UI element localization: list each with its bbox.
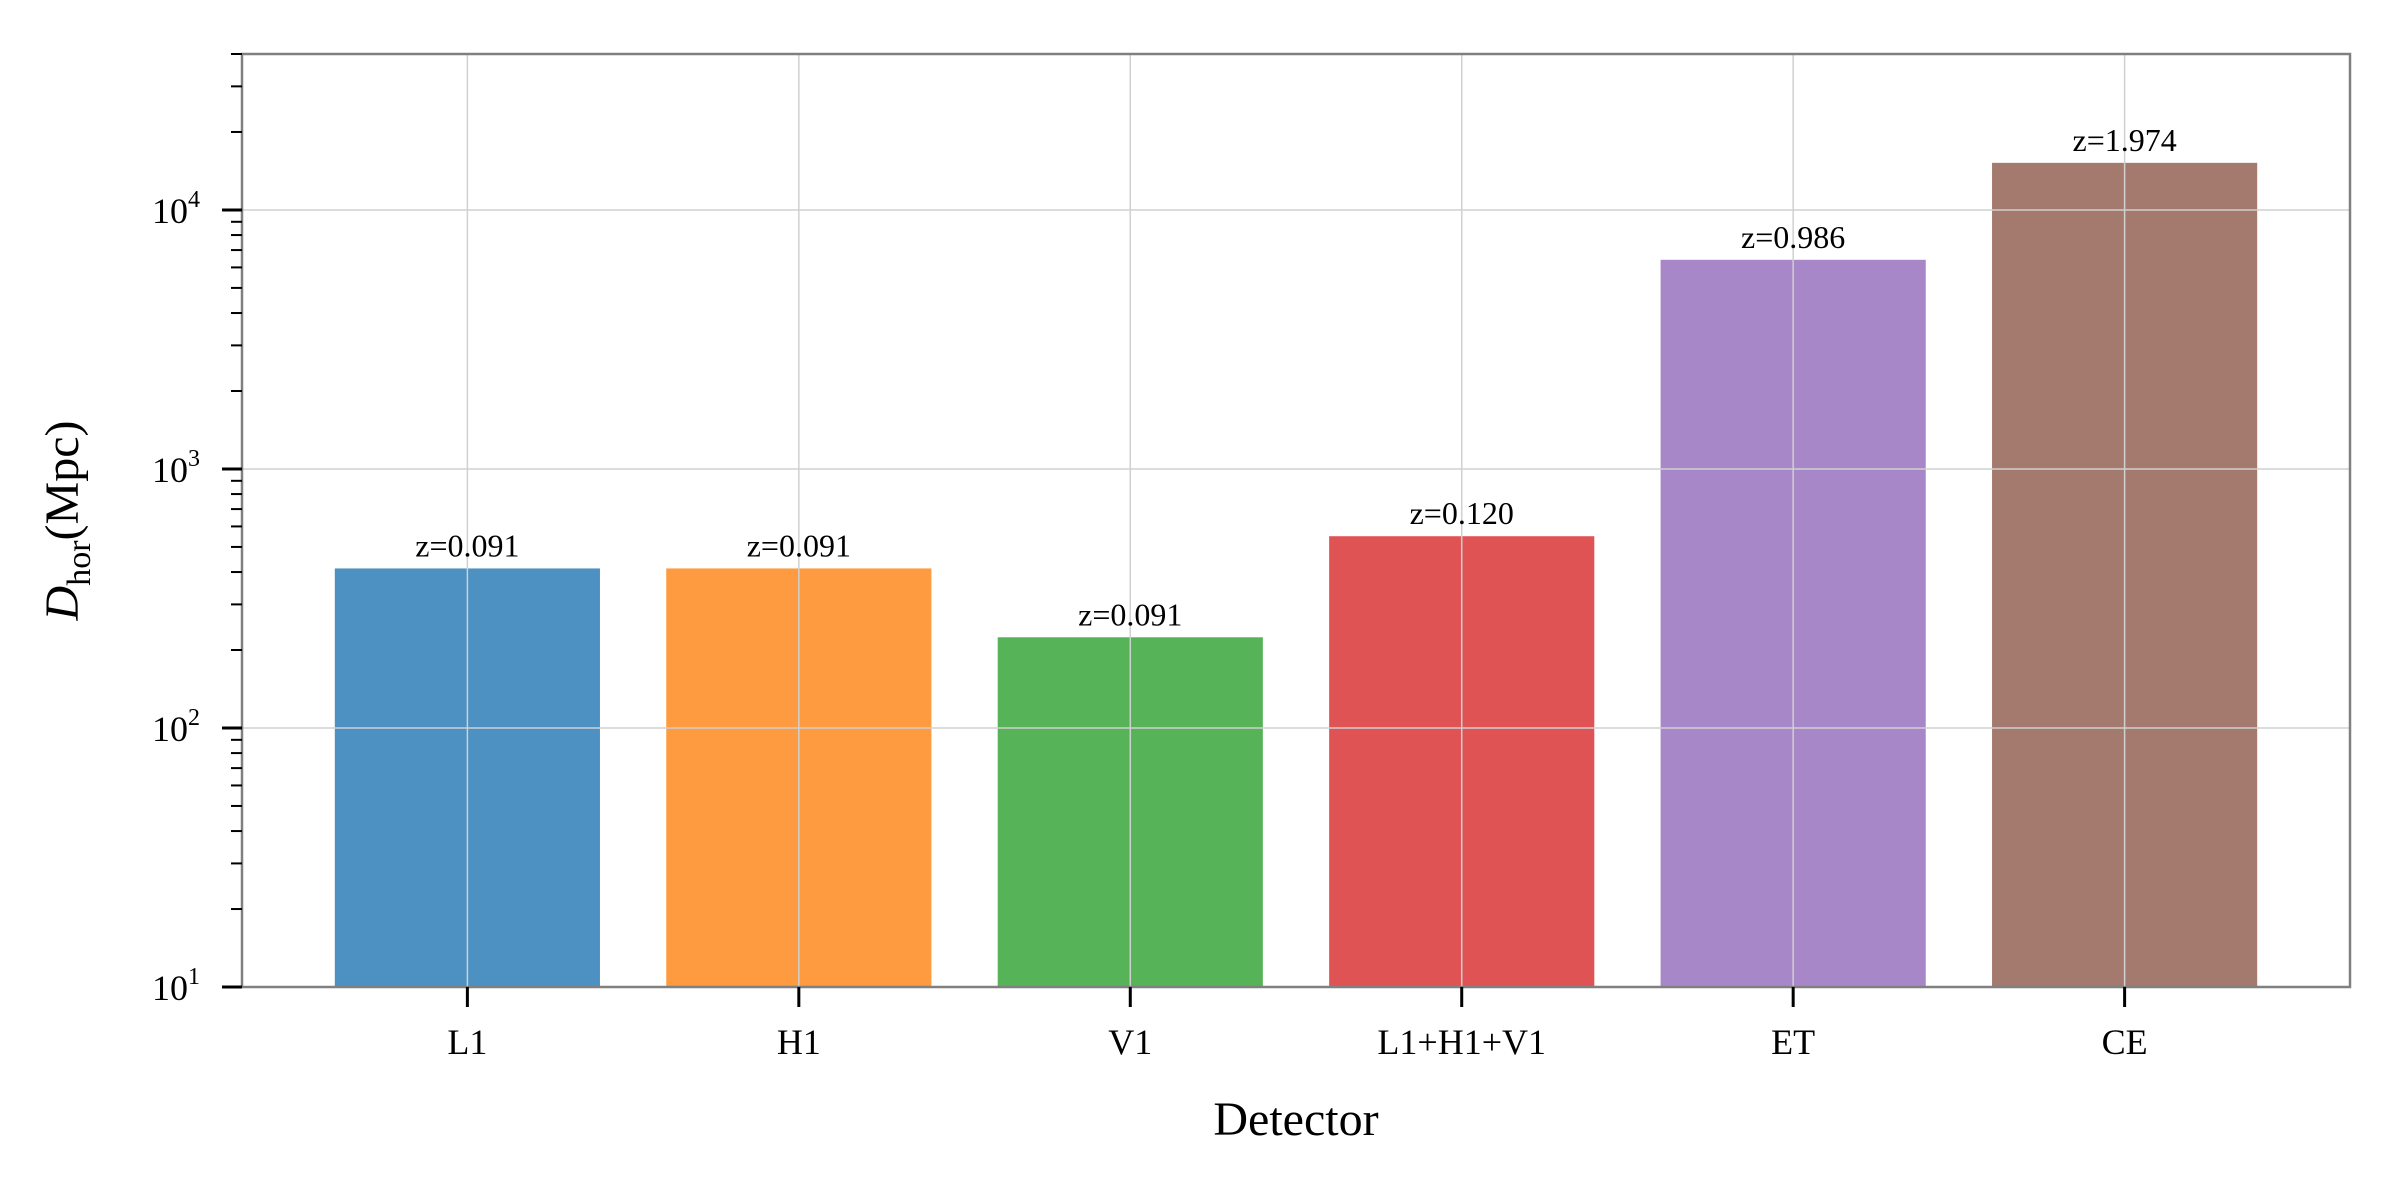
- y-axis-label-unit: (Mpc): [36, 421, 89, 541]
- y-tick-label: 103: [152, 446, 200, 490]
- y-axis-label-symbol: D: [36, 586, 89, 622]
- y-axis-label-subscript: hor: [61, 540, 98, 586]
- x-tick-label: ET: [1771, 1022, 1815, 1062]
- y-axis-ticks: 101 102 103 104: [152, 53, 242, 1008]
- x-tick-label: L1: [447, 1022, 487, 1062]
- x-tick-label: CE: [2102, 1022, 2148, 1062]
- bar-annotation: z=1.974: [2072, 122, 2176, 158]
- bar-annotations: z=0.091 z=0.091 z=0.091 z=0.120 z=0.986 z=1.9…: [415, 122, 2176, 632]
- bar-annotation: z=0.091: [1078, 596, 1182, 632]
- bars: [334, 162, 2258, 987]
- bar-annotation: z=0.120: [1410, 495, 1514, 531]
- y-tick-label: 101: [152, 964, 200, 1008]
- x-tick-label: L1+H1+V1: [1377, 1022, 1546, 1062]
- axes-frame: [240, 52, 2352, 989]
- bar-annotation: z=0.091: [747, 527, 851, 563]
- bar-annotation: z=0.091: [415, 527, 519, 563]
- x-tick-label: H1: [777, 1022, 821, 1062]
- x-tick-label: V1: [1108, 1022, 1152, 1062]
- y-tick-label: 102: [152, 705, 200, 749]
- y-tick-label: 104: [152, 187, 200, 231]
- x-axis-label: Detector: [1213, 1093, 1378, 1146]
- bar-annotation: z=0.986: [1741, 219, 1845, 255]
- x-axis-ticks: L1 H1 V1 L1+H1+V1 ET CE: [447, 987, 2148, 1062]
- y-axis-label: Dhor(Mpc): [36, 421, 98, 622]
